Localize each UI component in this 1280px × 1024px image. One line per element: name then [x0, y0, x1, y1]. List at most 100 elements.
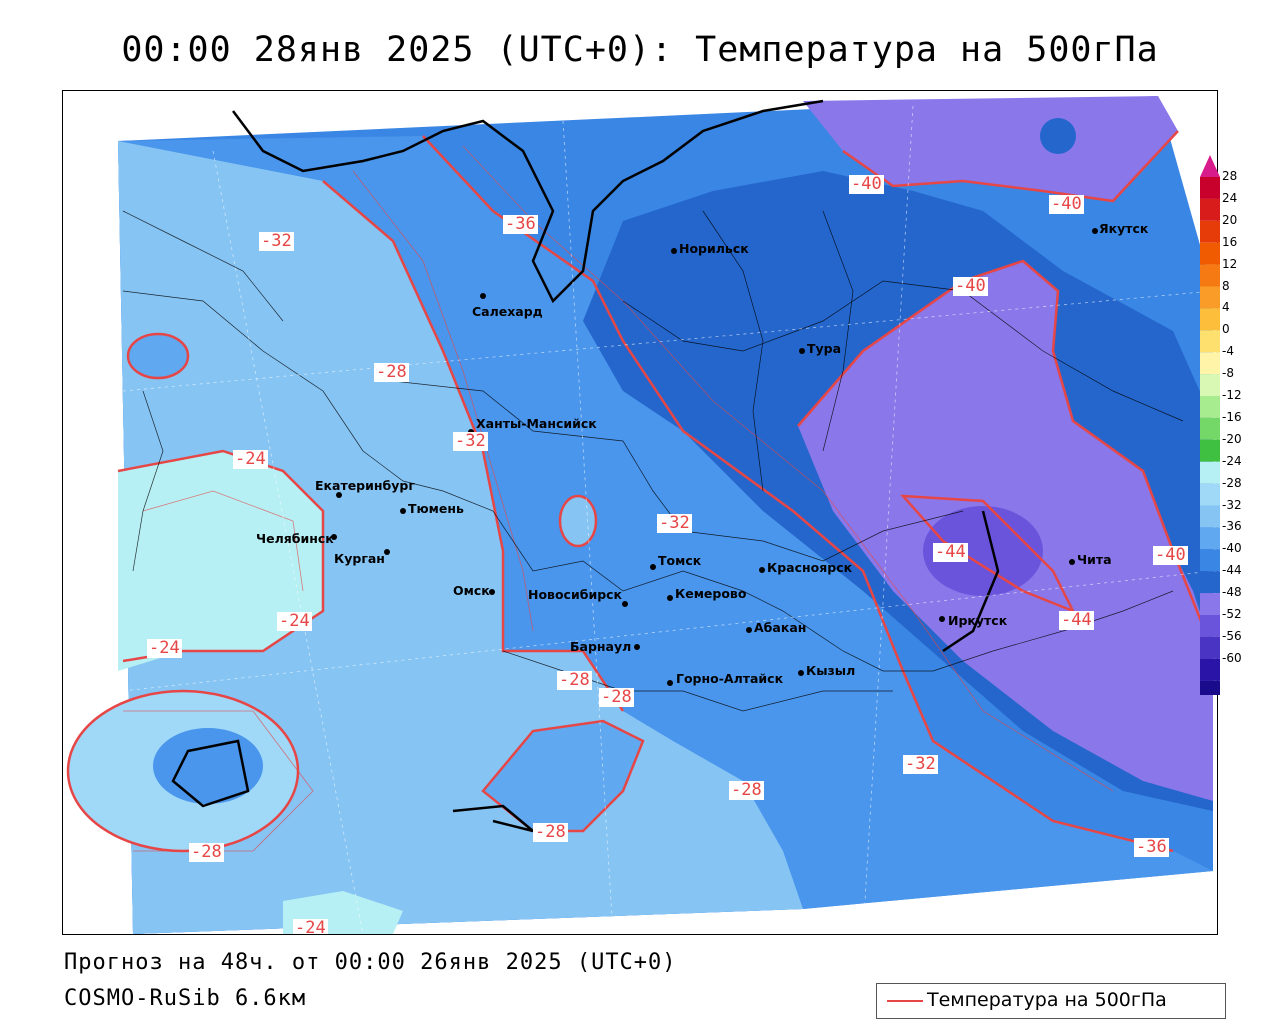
city-dot — [622, 601, 628, 607]
city-kurgan: Курган — [334, 551, 385, 566]
temperature-field — [66, 96, 1215, 934]
cold-core-ne — [1040, 118, 1076, 154]
isoline-label: -28 — [374, 362, 409, 382]
city-dot — [667, 595, 673, 601]
colorbar-tick-label: -8 — [1222, 366, 1234, 381]
city-dot — [480, 293, 486, 299]
colorbar-swatch — [1200, 615, 1220, 637]
isoline-label: -36 — [503, 214, 538, 234]
colorbar-swatch — [1200, 177, 1220, 199]
isoline-label: -32 — [903, 754, 938, 774]
colorbar-tick-label: -36 — [1222, 519, 1242, 534]
colorbar-tick-label: 12 — [1222, 256, 1238, 271]
city-dot — [1069, 559, 1075, 565]
city-norilsk: Норильск — [679, 241, 749, 256]
isoline-label: -28 — [533, 822, 568, 842]
city-ekaterinburg: Екатеринбург — [315, 478, 415, 493]
colorbar-tick-label: -52 — [1222, 607, 1242, 621]
model-name: COSMO-RuSib 6.6км — [64, 986, 307, 1011]
city-chita: Чита — [1077, 552, 1112, 567]
colorbar-tick-label: -12 — [1222, 388, 1242, 402]
isoline-label: -40 — [849, 174, 884, 194]
city-gorno-altaysk: Горно-Алтайск — [676, 671, 784, 686]
city-tyumen: Тюмень — [408, 501, 464, 516]
colorbar-swatch — [1200, 308, 1220, 331]
isoline-label: -28 — [557, 670, 592, 690]
colorbar-tick-label: -4 — [1222, 344, 1234, 359]
city-irkutsk: Иркутск — [948, 613, 1008, 628]
city-dot — [759, 567, 765, 573]
cold-cell-north — [128, 334, 188, 378]
colorbar-swatch — [1200, 330, 1220, 353]
city-dot — [1092, 228, 1098, 234]
colorbar-swatch — [1200, 658, 1220, 681]
colorbar-tick-label: 0 — [1222, 322, 1230, 337]
city-tomsk: Томск — [658, 553, 702, 568]
temperature-colorbar: 28 24 20 16 12 8 4 0 -4 -8 -12 -16 -20 -24 -28 -32 -36 -4… — [1200, 155, 1270, 695]
city-novosibirsk: Новосибирск — [528, 587, 623, 602]
city-dot — [400, 508, 406, 514]
colorbar-tick-label: 20 — [1222, 212, 1238, 227]
zone-minus24 — [118, 451, 323, 671]
city-omsk: Омск — [453, 583, 490, 598]
isoline-label: -24 — [293, 919, 328, 934]
colorbar-tick-label: 24 — [1222, 190, 1238, 205]
isoline-label: -24 — [233, 449, 268, 469]
isoline-label: -40 — [1153, 545, 1188, 565]
colorbar-tick-label: -28 — [1222, 475, 1242, 490]
city-dot — [798, 670, 804, 676]
city-dot — [331, 534, 337, 540]
colorbar-tick-label: 16 — [1222, 234, 1238, 249]
city-dot — [384, 549, 390, 555]
colorbar-swatch — [1200, 571, 1220, 594]
colorbar-swatch — [1200, 527, 1220, 550]
city-dot — [799, 348, 805, 354]
colorbar-swatch — [1200, 198, 1220, 221]
colorbar-swatch — [1200, 417, 1220, 440]
colorbar-swatch — [1200, 505, 1220, 528]
isoline-label: -36 — [1134, 837, 1169, 857]
city-salekhard: Салехард — [472, 304, 543, 319]
city-dot — [746, 627, 752, 633]
colorbar-scale — [1200, 155, 1220, 695]
colorbar-swatch — [1200, 286, 1220, 309]
city-dot — [650, 564, 656, 570]
isoline-label: -24 — [147, 638, 182, 658]
colorbar-tick-label: -56 — [1222, 628, 1242, 643]
colorbar-tick-label: 28 — [1222, 169, 1238, 183]
colorbar-swatch — [1200, 483, 1220, 506]
city-dot — [939, 616, 945, 622]
city-dot — [489, 589, 495, 595]
colorbar-tick-label: 8 — [1222, 278, 1230, 293]
colorbar-swatch — [1200, 352, 1220, 375]
isoline-label: -32 — [657, 513, 692, 533]
isoline-label: -40 — [953, 276, 988, 296]
colorbar-swatch — [1200, 242, 1220, 265]
cold-cell-west-core — [153, 728, 263, 804]
forecast-info: Прогноз на 48ч. от 00:00 26янв 2025 (UTC… — [64, 950, 677, 975]
colorbar-top-arrow — [1200, 155, 1220, 177]
colorbar-swatch — [1200, 439, 1220, 462]
city-barnaul: Барнаул — [570, 639, 632, 654]
colorbar-swatch — [1200, 636, 1220, 659]
city-yakutsk: Якутск — [1099, 221, 1149, 236]
isoline-label: -28 — [599, 687, 634, 707]
isoline-label: -40 — [1049, 194, 1084, 214]
legend-line-swatch — [887, 1000, 923, 1002]
isoline-label: -24 — [277, 611, 312, 631]
city-dot — [667, 680, 673, 686]
colorbar-swatch — [1200, 549, 1220, 572]
isoline-label: -44 — [1059, 610, 1094, 630]
colorbar-tick-label: -16 — [1222, 409, 1242, 424]
cold-cell-central — [560, 496, 596, 546]
colorbar-tick-label: -40 — [1222, 541, 1242, 556]
colorbar-tick-label: -20 — [1222, 431, 1242, 446]
colorbar-swatch — [1200, 374, 1220, 396]
colorbar-swatch — [1200, 593, 1220, 615]
colorbar-tick-label: -32 — [1222, 497, 1242, 512]
colorbar-swatch — [1200, 220, 1220, 243]
colorbar-tick-label: 4 — [1222, 300, 1230, 315]
colorbar-swatch — [1200, 680, 1220, 695]
colorbar-tick-label: -48 — [1222, 585, 1242, 600]
legend: Температура на 500гПа — [876, 983, 1226, 1019]
